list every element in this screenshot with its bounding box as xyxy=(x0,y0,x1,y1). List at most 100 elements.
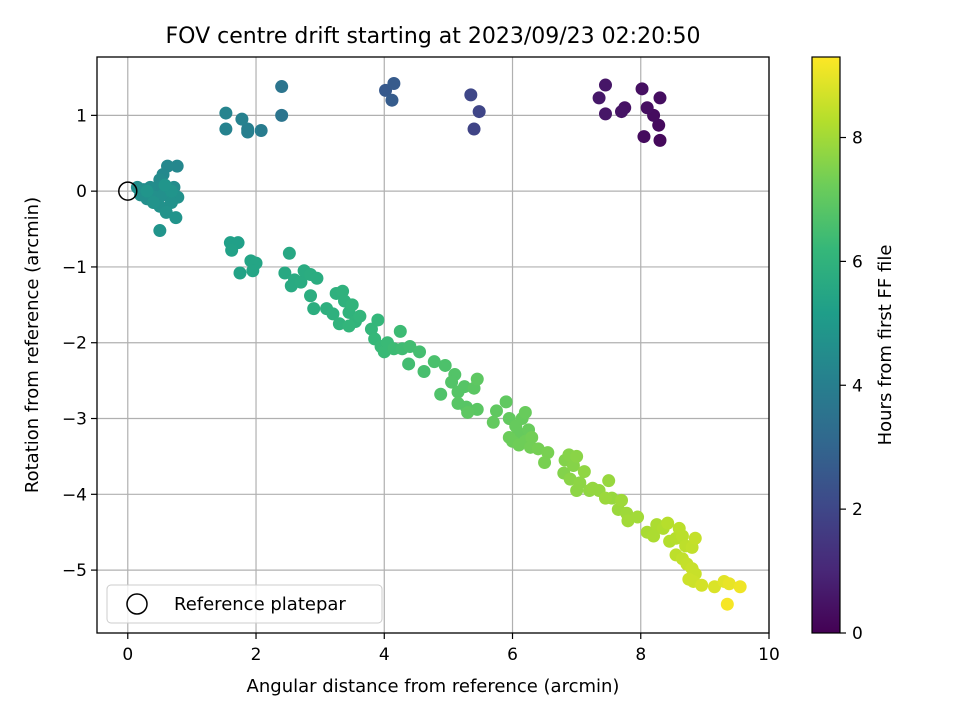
y-axis-label: Rotation from reference (arcmin) xyxy=(22,197,43,493)
scatter-point xyxy=(518,405,532,419)
scatter-point xyxy=(653,133,667,147)
scatter-point xyxy=(170,159,184,173)
colorbar-tick-label: 8 xyxy=(852,129,863,149)
y-tick-label: −3 xyxy=(62,410,87,430)
scatter-point xyxy=(385,93,399,107)
scatter-point xyxy=(722,577,736,591)
legend: Reference platepar xyxy=(106,584,383,624)
scatter-point xyxy=(635,82,649,96)
scatter-point xyxy=(472,105,486,119)
scatter-point xyxy=(413,345,427,359)
scatter-point xyxy=(254,124,268,138)
scatter-point xyxy=(541,446,555,460)
colorbar xyxy=(811,56,841,634)
y-tick-label: 1 xyxy=(76,106,87,126)
scatter-point xyxy=(225,243,239,257)
scatter-point xyxy=(486,415,500,429)
scatter-point xyxy=(592,91,606,105)
chart-title: FOV centre drift starting at 2023/09/23 … xyxy=(166,24,701,49)
scatter-point xyxy=(246,264,260,278)
scatter-point xyxy=(640,101,654,115)
y-tick-label: −4 xyxy=(62,485,87,505)
scatter-point xyxy=(653,91,667,105)
x-tick-label: 8 xyxy=(635,645,646,665)
scatter-point xyxy=(445,375,459,389)
scatter-point xyxy=(403,340,417,354)
scatter-point xyxy=(467,122,481,136)
y-tick-label: −5 xyxy=(62,561,87,581)
scatter-point xyxy=(326,307,340,321)
colorbar-tick-label: 4 xyxy=(852,376,863,396)
scatter-point xyxy=(275,80,289,94)
scatter-point xyxy=(499,395,513,409)
x-axis-ticks: 0 2 4 6 8 10 xyxy=(122,633,780,665)
scatter-point xyxy=(219,106,233,120)
x-tick-label: 6 xyxy=(507,645,518,665)
scatter-point xyxy=(153,224,167,238)
scatter-point xyxy=(345,298,359,312)
scatter-point xyxy=(647,529,661,543)
scatter-point xyxy=(364,322,378,336)
scatter-points xyxy=(130,77,747,611)
x-tick-label: 10 xyxy=(758,645,780,665)
scatter-point xyxy=(707,580,721,594)
scatter-point xyxy=(464,88,478,102)
x-tick-label: 2 xyxy=(251,645,262,665)
scatter-point xyxy=(146,196,160,210)
scatter-point xyxy=(159,205,173,219)
legend-box xyxy=(106,584,383,624)
scatter-point xyxy=(169,211,183,225)
scatter-point xyxy=(140,184,154,198)
colorbar-tick-label: 2 xyxy=(852,500,863,520)
scatter-point xyxy=(695,578,709,592)
scatter-point xyxy=(307,302,321,316)
scatter-point xyxy=(661,516,675,530)
scatter-point xyxy=(598,107,612,121)
scatter-point xyxy=(675,529,689,543)
reference-marker xyxy=(118,181,138,201)
scatter-point xyxy=(336,284,350,298)
scatter-point xyxy=(427,355,441,369)
scatter-point xyxy=(282,246,296,260)
scatter-point xyxy=(241,125,255,139)
colorbar-label: Hours from first FF file xyxy=(875,245,896,446)
scatter-point xyxy=(402,357,416,371)
scatter-point xyxy=(158,178,172,192)
scatter-point xyxy=(278,266,292,280)
scatter-point xyxy=(235,112,249,126)
y-tick-label: −2 xyxy=(62,334,87,354)
scatter-point xyxy=(602,474,616,488)
x-axis-label: Angular distance from reference (arcmin) xyxy=(247,676,620,697)
scatter-point xyxy=(733,580,747,594)
scatter-point xyxy=(631,510,645,524)
scatter-point xyxy=(538,455,552,469)
scatter-point xyxy=(438,358,452,372)
scatter-point xyxy=(570,449,584,463)
x-tick-label: 0 xyxy=(122,645,133,665)
scatter-point xyxy=(434,387,448,401)
scatter-point xyxy=(233,266,247,280)
scatter-point xyxy=(371,313,385,327)
scatter-point xyxy=(275,108,289,122)
scatter-point xyxy=(525,430,539,444)
scatter-point xyxy=(615,105,629,119)
scatter-point xyxy=(637,130,651,144)
y-tick-label: 0 xyxy=(76,182,87,202)
x-tick-label: 4 xyxy=(379,645,390,665)
scatter-point xyxy=(387,77,401,91)
scatter-point xyxy=(489,404,503,418)
scatter-point xyxy=(598,491,612,505)
colorbar-tick-label: 6 xyxy=(852,252,863,272)
scatter-point xyxy=(393,324,407,338)
scatter-point xyxy=(164,196,178,210)
scatter-point xyxy=(573,476,587,490)
legend-label: Reference platepar xyxy=(174,594,346,615)
plot-frame xyxy=(96,56,770,634)
legend-marker xyxy=(126,593,148,615)
scatter-point xyxy=(688,531,702,545)
scatter-point xyxy=(219,122,233,136)
colorbar-ticks: 0 2 4 6 8 xyxy=(840,129,863,644)
scatter-point xyxy=(353,309,367,323)
scatter-point xyxy=(457,380,471,394)
